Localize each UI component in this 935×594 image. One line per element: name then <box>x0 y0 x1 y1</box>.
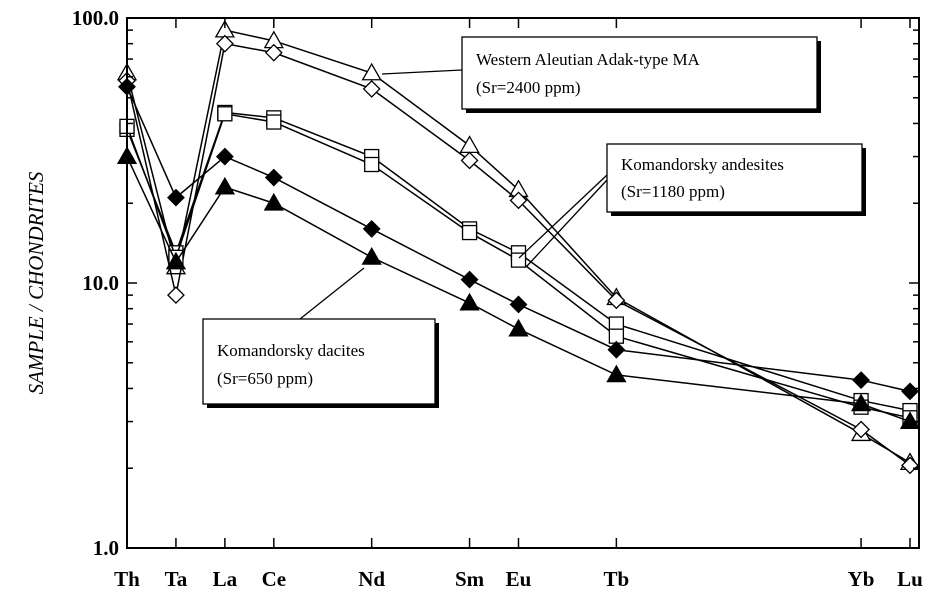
x-tick-label-sm: Sm <box>455 567 485 591</box>
data-point <box>165 251 187 270</box>
callout-leader <box>526 179 608 267</box>
callout-1: Western Aleutian Adak-type MA (Sr=2400 pp… <box>381 36 821 113</box>
y-tick-label: 1.0 <box>93 536 119 560</box>
series-line <box>126 112 911 419</box>
data-point <box>461 224 478 241</box>
data-point <box>901 456 919 475</box>
callout-line1: Komandorsky dacites <box>217 341 365 360</box>
data-point <box>850 393 872 412</box>
data-point <box>362 219 381 238</box>
data-point <box>167 286 185 305</box>
x-tick-label-th: Th <box>114 567 140 591</box>
data-point <box>263 192 284 211</box>
callout-box <box>606 143 863 213</box>
data-point <box>460 151 479 170</box>
data-point <box>606 364 627 383</box>
x-tick-label-la: La <box>213 567 238 591</box>
data-point <box>901 382 919 401</box>
data-point <box>508 318 529 337</box>
data-point <box>215 147 234 166</box>
data-point <box>459 135 480 153</box>
y-tick-label: 100.0 <box>72 6 119 30</box>
callout-line2: (Sr=2400 ppm) <box>476 78 581 97</box>
callout-leader <box>381 69 463 75</box>
data-point <box>362 79 381 98</box>
data-point <box>509 191 528 210</box>
callout-line1: Komandorsky andesites <box>621 155 784 174</box>
data-point <box>266 114 282 130</box>
axis-layer: 1.0 10.0 100.0 Th Ta La Ce Nd Sm Eu Tb Yb Lu <box>72 6 923 591</box>
data-point <box>214 176 235 195</box>
data-point <box>899 411 921 429</box>
series-line <box>126 86 911 393</box>
callout-box <box>202 318 436 405</box>
callout-layer: Western Aleutian Adak-type MA (Sr=2400 pp… <box>202 36 866 408</box>
data-point <box>217 106 233 122</box>
x-tick-label-nd: Nd <box>358 567 385 591</box>
callout-line2: (Sr=650 ppm) <box>217 369 313 388</box>
series-line <box>126 111 911 412</box>
data-point <box>460 270 479 289</box>
callout-leader <box>299 267 365 320</box>
data-point <box>364 156 380 173</box>
x-tick-label-eu: Eu <box>506 567 532 591</box>
data-point <box>607 340 626 359</box>
callout-line1: Western Aleutian Adak-type MA <box>476 50 701 69</box>
y-tick-label: 10.0 <box>82 271 119 295</box>
data-point <box>264 168 283 187</box>
data-point <box>852 371 870 390</box>
data-point <box>264 43 283 62</box>
x-tick-label-ta: Ta <box>165 567 188 591</box>
data-point <box>215 34 234 53</box>
series-5 <box>118 77 919 401</box>
data-point <box>509 295 528 314</box>
callout-3: Komandorsky dacites (Sr=650 ppm) <box>202 267 439 408</box>
callout-box <box>461 36 818 110</box>
x-tick-label-tb: Tb <box>604 567 630 591</box>
data-point <box>510 252 527 268</box>
data-point <box>361 62 382 81</box>
y-axis-label: SAMPLE / CHONDRITES <box>24 171 48 394</box>
callout-line2: (Sr=1180 ppm) <box>621 182 725 201</box>
data-point <box>361 247 382 265</box>
data-point <box>167 188 185 207</box>
data-point <box>607 291 626 310</box>
callout-leader <box>518 174 608 259</box>
x-tick-label-lu: Lu <box>897 567 923 591</box>
callout-2: Komandorsky andesites (Sr=1180 ppm) <box>518 143 866 267</box>
x-tick-label-yb: Yb <box>848 567 875 591</box>
series-line <box>126 156 911 423</box>
data-point <box>459 292 480 311</box>
data-point <box>852 420 870 439</box>
x-tick-label-ce: Ce <box>262 567 287 591</box>
